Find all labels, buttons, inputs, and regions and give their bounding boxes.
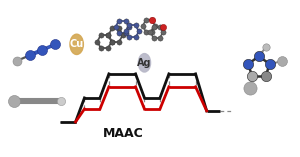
Point (95, 40, 100, 43)
Point (246, 63, 250, 65)
Point (158, 37, 162, 39)
Point (148, 31, 153, 34)
Point (150, 30, 154, 33)
Point (143, 19, 148, 21)
Point (109, 40, 114, 43)
Point (140, 25, 145, 27)
Ellipse shape (138, 54, 151, 72)
Point (136, 30, 141, 33)
Point (12, 99, 17, 102)
Point (123, 32, 128, 34)
Point (150, 19, 154, 22)
Point (153, 25, 158, 27)
Point (127, 24, 131, 27)
Point (53, 43, 58, 46)
Point (280, 60, 284, 62)
Point (120, 34, 125, 36)
Point (158, 25, 162, 28)
Ellipse shape (70, 34, 83, 54)
Point (40, 49, 45, 51)
Point (106, 47, 110, 49)
Point (248, 87, 252, 90)
Point (116, 19, 121, 22)
Point (117, 27, 122, 30)
Point (263, 46, 268, 49)
Point (160, 26, 165, 28)
Point (106, 34, 110, 36)
Point (110, 41, 114, 43)
Text: Cu: Cu (70, 39, 84, 49)
Point (263, 75, 268, 78)
Point (127, 26, 131, 28)
Point (123, 19, 128, 22)
Point (98, 34, 103, 36)
Point (160, 31, 165, 34)
Point (133, 24, 138, 27)
Point (113, 26, 118, 28)
Point (27, 54, 32, 57)
Point (117, 41, 122, 43)
Point (151, 25, 156, 28)
Point (143, 30, 148, 33)
Point (256, 55, 261, 58)
Point (14, 60, 19, 62)
Point (59, 99, 64, 102)
Point (123, 30, 128, 33)
Text: MAAC: MAAC (103, 127, 144, 140)
Point (250, 75, 255, 78)
Point (110, 27, 114, 30)
Point (98, 47, 103, 49)
Point (151, 37, 156, 39)
Text: Ag: Ag (137, 58, 152, 68)
Point (267, 63, 272, 65)
Point (127, 36, 131, 39)
Point (116, 32, 121, 34)
Point (106, 34, 111, 36)
Point (150, 19, 154, 21)
Point (133, 36, 138, 39)
